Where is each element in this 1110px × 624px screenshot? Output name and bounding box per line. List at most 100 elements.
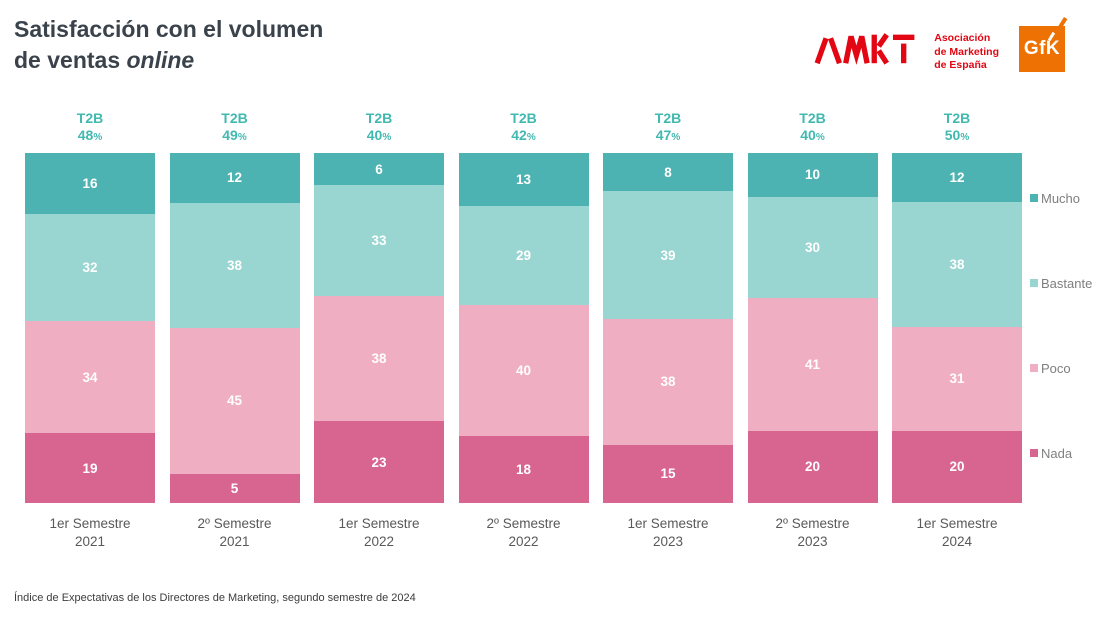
bar-column: T2B 48% 16 32 34 19 1er Semestre 2021 xyxy=(25,110,155,550)
segment-value-label: 13 xyxy=(515,171,532,187)
bar-segment-bastante: 33 xyxy=(314,185,444,297)
legend: Mucho Bastante Poco Nada xyxy=(1030,190,1092,461)
segment-value-label: 19 xyxy=(82,460,98,476)
percent-sign: % xyxy=(960,131,970,143)
segment-value-label: 38 xyxy=(949,257,965,272)
legend-swatch xyxy=(1030,449,1038,457)
bar-segment-nada: 20 xyxy=(747,430,878,503)
t2b-title: T2B xyxy=(943,110,971,126)
stacked-bar: 12 38 45 5 xyxy=(169,153,300,503)
segment-value-label: 8 xyxy=(664,164,672,180)
legend-label: Mucho xyxy=(1041,190,1081,206)
gfk-logo: GfK xyxy=(1019,17,1068,72)
t2b-value: 50% xyxy=(944,126,970,143)
t2b-label: T2B 47% xyxy=(603,110,733,153)
category-line1: 1er Semestre xyxy=(49,516,131,531)
segment-value-label: 34 xyxy=(82,369,98,385)
t2b-label: T2B 40% xyxy=(748,110,878,153)
segment-value-label: 39 xyxy=(660,247,676,263)
t2b-label: T2B 49% xyxy=(170,110,300,153)
stacked-bar: 12 38 31 20 xyxy=(892,153,1022,503)
t2b-label: T2B 50% xyxy=(892,110,1022,153)
stacked-bar: 8 39 38 15 xyxy=(603,153,733,503)
bar-segment-bastante: 38 xyxy=(892,202,1022,327)
category-line2: 2024 xyxy=(941,533,973,549)
t2b-label: T2B 48% xyxy=(25,110,155,153)
segment-value-label: 29 xyxy=(515,247,532,263)
legend-swatch xyxy=(1030,194,1038,202)
segment-value-label: 10 xyxy=(804,167,821,183)
category-line2: 2023 xyxy=(652,533,684,549)
page-title: Satisfacción con el volumen de ventas on… xyxy=(14,14,323,76)
segment-value-label: 38 xyxy=(371,351,387,367)
category-line2: 2022 xyxy=(363,533,395,549)
amkt-subtitle-line1: Asociación xyxy=(934,32,991,44)
bar-segment-poco: 40 xyxy=(458,304,589,436)
category-line2: 2021 xyxy=(74,533,106,549)
legend-label: Bastante xyxy=(1041,275,1093,291)
amkt-logo: Asociación de Marketing de España xyxy=(814,32,999,73)
category-line1: 1er Semestre xyxy=(338,516,420,531)
t2b-value: 49% xyxy=(222,126,247,143)
amkt-subtitle: Asociación de Marketing de España xyxy=(934,32,999,73)
t2b-title: T2B xyxy=(221,110,248,126)
segment-value-label: 15 xyxy=(660,466,676,482)
stacked-bar: 10 30 41 20 xyxy=(747,153,878,503)
category-label: 1er Semestre 2022 xyxy=(314,515,444,550)
legend-item-mucho: Mucho xyxy=(1030,190,1092,206)
bar-segment-nada: 20 xyxy=(892,430,1022,503)
segment-value-label: 31 xyxy=(949,371,965,387)
category-line1: 2º Semestre xyxy=(197,516,272,531)
segment-value-label: 41 xyxy=(804,356,821,372)
percent-sign: % xyxy=(93,131,103,143)
bar-segment-mucho: 13 xyxy=(458,153,589,206)
segment-value-label: 12 xyxy=(226,170,243,186)
legend-item-nada: Nada xyxy=(1030,445,1092,461)
bar-segment-nada: 15 xyxy=(603,444,733,503)
bar-segment-mucho: 12 xyxy=(169,153,300,203)
legend-item-bastante: Bastante xyxy=(1030,275,1092,291)
category-line2: 2023 xyxy=(797,533,828,549)
segment-value-label: 30 xyxy=(804,239,821,255)
bar-segment-poco: 38 xyxy=(314,296,444,422)
segment-value-label: 38 xyxy=(660,374,676,390)
bar-segment-bastante: 39 xyxy=(603,191,733,320)
t2b-title: T2B xyxy=(76,110,104,126)
category-line1: 1er Semestre xyxy=(916,516,998,531)
footer-note: Índice de Expectativas de los Directores… xyxy=(14,592,416,604)
bar-column: T2B 49% 12 38 45 5 2º Semestre 2021 xyxy=(169,110,300,550)
category-label: 2º Semestre 2021 xyxy=(170,515,300,550)
bar-column: T2B 40% 6 33 38 23 1er Semestre 2022 xyxy=(314,110,444,550)
title-line2-italic: online xyxy=(126,47,195,74)
segment-value-label: 20 xyxy=(949,459,965,475)
chart: T2B 48% 16 32 34 19 1er Semestre 2021 T2B 49% 12 38… xyxy=(25,110,1110,550)
segment-value-label: 38 xyxy=(226,257,243,273)
category-line2: 2022 xyxy=(508,533,539,549)
category-line1: 2º Semestre xyxy=(486,516,561,531)
t2b-value: 48% xyxy=(77,126,103,143)
amkt-subtitle-line2: de Marketing xyxy=(934,45,999,58)
bar-column: T2B 50% 12 38 31 20 1er Semestre 2024 xyxy=(892,110,1022,550)
category-label: 1er Semestre 2023 xyxy=(603,515,733,550)
percent-sign: % xyxy=(671,131,681,143)
bar-segment-poco: 45 xyxy=(169,328,300,474)
bar-segment-bastante: 30 xyxy=(747,196,878,298)
segment-value-label: 18 xyxy=(515,461,532,477)
t2b-title: T2B xyxy=(510,110,537,126)
segment-value-label: 5 xyxy=(230,480,239,496)
stacked-bar: 16 32 34 19 xyxy=(25,153,155,503)
t2b-value: 47% xyxy=(655,126,681,143)
t2b-value: 40% xyxy=(366,126,392,143)
segment-value-label: 33 xyxy=(371,233,387,249)
category-line1: 2º Semestre xyxy=(775,516,850,531)
t2b-value: 42% xyxy=(511,126,536,143)
title-line1: Satisfacción con el volumen xyxy=(14,16,324,42)
stacked-bar: 6 33 38 23 xyxy=(314,153,444,504)
amkt-wordmark-icon xyxy=(814,33,915,65)
bar-segment-bastante: 38 xyxy=(169,202,300,328)
category-label: 2º Semestre 2023 xyxy=(748,515,878,550)
bar-segment-bastante: 29 xyxy=(458,205,589,305)
bar-segment-poco: 34 xyxy=(25,320,155,434)
t2b-label: T2B 40% xyxy=(314,110,444,153)
